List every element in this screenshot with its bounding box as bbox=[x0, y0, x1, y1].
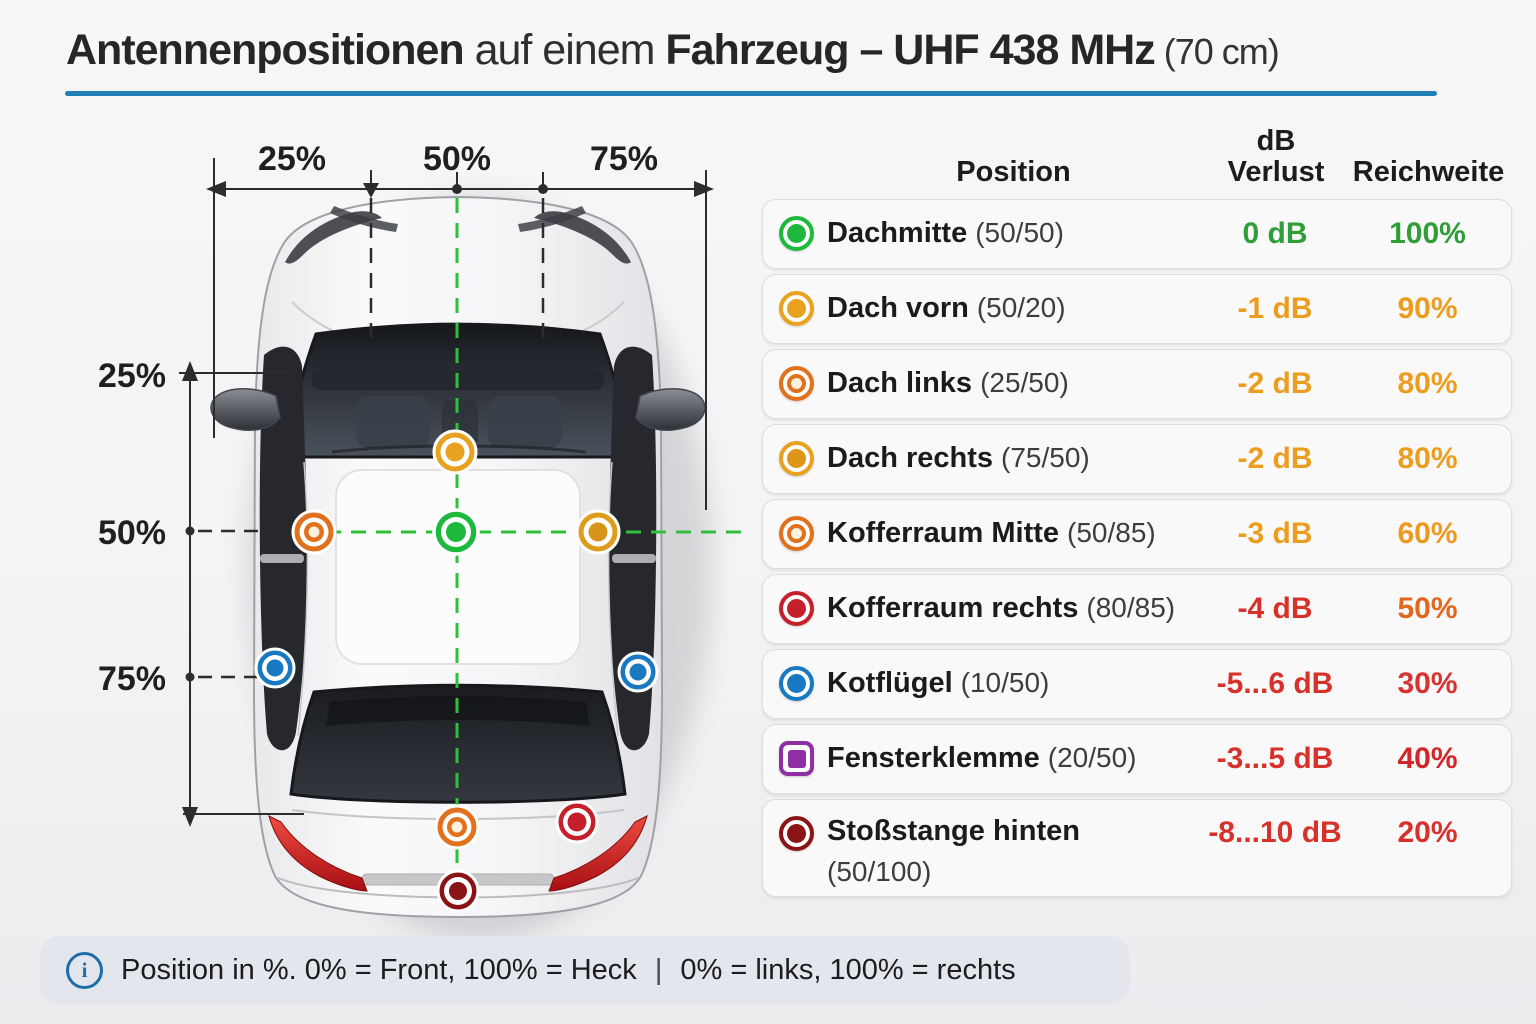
table-row-dach-rechts: Dach rechts (75/50) -2 dB 80% bbox=[762, 423, 1512, 494]
car-topview-svg: 25% 50% 75% 25% 50% 75% bbox=[98, 140, 746, 940]
headlight-left bbox=[285, 211, 382, 264]
position-table: Position dB Verlust Reichweite Dachmitte(… bbox=[762, 125, 1512, 902]
db-loss-value: -3 dB bbox=[1237, 516, 1313, 550]
range-value: 40% bbox=[1397, 741, 1458, 775]
info-icon: i bbox=[66, 951, 103, 989]
footnote-text: Position in %. 0% = Front, 100% = Heck | 0… bbox=[121, 954, 1016, 987]
position-name: Kofferraum rechts bbox=[827, 592, 1079, 625]
db-loss-value: 0 dB bbox=[1242, 216, 1308, 250]
car-marker-kofferraum-mitte bbox=[434, 804, 480, 850]
db-loss-value: -5...6 dB bbox=[1216, 666, 1334, 700]
table-row-dachmitte: Dachmitte (50/50) 0 dB 100% bbox=[762, 198, 1512, 269]
headlight-right bbox=[534, 211, 631, 264]
header-position: Position bbox=[956, 155, 1071, 188]
table-row-fensterklemme: Fensterklemme (20/50) -3...5 dB 40% bbox=[762, 723, 1512, 794]
table-row-dach-links: Dach links (25/50) -2 dB 80% bbox=[762, 348, 1512, 419]
top-axis-label-50: 50% bbox=[423, 140, 491, 178]
position-name: Dach links bbox=[827, 367, 973, 400]
range-value: 90% bbox=[1397, 291, 1458, 325]
position-name: Dach rechts bbox=[827, 442, 994, 475]
position-coords: (50/50) bbox=[975, 217, 1064, 249]
range-value: 80% bbox=[1397, 366, 1458, 400]
car-markers bbox=[254, 429, 659, 913]
header-reichweite: Reichweite bbox=[1352, 155, 1505, 188]
db-loss-value: -4 dB bbox=[1237, 591, 1313, 625]
range-value: 20% bbox=[1397, 815, 1458, 849]
car-marker-dachmitte bbox=[432, 508, 480, 556]
marker-icon-dach-vorn bbox=[779, 291, 814, 327]
db-loss-value: -1 dB bbox=[1237, 291, 1313, 325]
title-unit: (70 cm) bbox=[1154, 31, 1280, 72]
position-coords: (10/50) bbox=[960, 667, 1050, 699]
position-name: Kofferraum Mitte bbox=[827, 517, 1060, 550]
table-row-dach-vorn: Dach vorn (50/20) -1 dB 90% bbox=[762, 273, 1512, 344]
position-name: Kotflügel bbox=[827, 667, 953, 700]
top-axis-label-25: 25% bbox=[258, 140, 326, 178]
table-row-kotfluegel: Kotflügel (10/50) -5...6 dB 30% bbox=[762, 648, 1512, 719]
position-name: Stoßstange hinten bbox=[827, 814, 1080, 847]
range-value: 60% bbox=[1397, 516, 1458, 550]
left-axis-label-75: 75% bbox=[98, 660, 166, 698]
db-loss-value: -2 dB bbox=[1237, 366, 1313, 400]
header-db-verlust: dB Verlust bbox=[1227, 125, 1325, 189]
range-value: 50% bbox=[1397, 591, 1458, 625]
car-diagram: 25% 50% 75% 25% 50% 75% bbox=[0, 100, 770, 970]
position-coords: (50/85) bbox=[1067, 517, 1156, 549]
footnote-right: 0% = links, 100% = rechts bbox=[680, 953, 1016, 986]
position-coords: (50/20) bbox=[976, 292, 1066, 324]
db-loss-value: -3...5 dB bbox=[1216, 741, 1334, 775]
car-marker-dach-links bbox=[291, 509, 337, 555]
top-axis-label-75: 75% bbox=[590, 140, 658, 178]
db-loss-value: -8...10 dB bbox=[1208, 815, 1342, 849]
range-value: 30% bbox=[1397, 666, 1458, 700]
marker-icon-kofferraum-mitte bbox=[779, 516, 814, 552]
car-marker-dach-vorn bbox=[432, 429, 478, 475]
footnote-divider: | bbox=[654, 953, 663, 986]
position-coords: (25/50) bbox=[980, 367, 1069, 399]
table-row-kofferraum-rechts: Kofferraum rechts (80/85) -4 dB 50% bbox=[762, 573, 1512, 644]
dimension-lines bbox=[179, 158, 714, 827]
marker-icon-dach-rechts bbox=[779, 441, 814, 477]
marker-icon-stossstange bbox=[779, 815, 814, 851]
left-axis-label-25: 25% bbox=[98, 357, 166, 395]
car-marker-kotfluegel-links bbox=[254, 647, 296, 689]
car-marker-stossstange-hinten bbox=[436, 869, 480, 913]
mirror-left bbox=[210, 388, 281, 431]
range-value: 100% bbox=[1389, 216, 1466, 250]
taillight-right bbox=[548, 815, 648, 892]
position-coords: (80/85) bbox=[1086, 592, 1176, 624]
position-coords: (50/100) bbox=[827, 855, 932, 887]
table-header: Position dB Verlust Reichweite bbox=[762, 125, 1512, 199]
marker-icon-dach-links bbox=[779, 366, 814, 402]
position-name: Dach vorn bbox=[827, 292, 969, 325]
db-loss-value: -2 dB bbox=[1237, 441, 1313, 475]
position-coords: (75/50) bbox=[1001, 442, 1090, 474]
marker-icon-kotfluegel bbox=[779, 666, 814, 702]
marker-icon-kofferraum-rechts bbox=[779, 591, 814, 627]
page-title: Antennenpositionen auf einem Fahrzeug – … bbox=[66, 26, 1280, 75]
side-window-right bbox=[608, 346, 657, 751]
position-name: Fensterklemme bbox=[827, 742, 1040, 775]
title-underline bbox=[65, 91, 1437, 96]
car-marker-dach-rechts bbox=[575, 509, 621, 555]
title-strong: Fahrzeug – UHF 438 MHz bbox=[665, 26, 1155, 74]
marker-icon-fensterklemme bbox=[779, 741, 814, 777]
title-lead: Antennenpositionen bbox=[66, 26, 465, 74]
car-marker-kotfluegel-rechts bbox=[617, 651, 659, 693]
left-axis-label-50: 50% bbox=[98, 514, 166, 552]
footnote-bar: i Position in %. 0% = Front, 100% = Heck… bbox=[40, 936, 1130, 1004]
position-name: Dachmitte bbox=[827, 217, 968, 250]
marker-icon-dachmitte bbox=[779, 216, 814, 252]
range-value: 80% bbox=[1397, 441, 1458, 475]
title-mid: auf einem bbox=[463, 26, 666, 74]
position-coords: (20/50) bbox=[1047, 742, 1137, 774]
mirror-right bbox=[635, 388, 706, 431]
car-marker-kofferraum-rechts bbox=[555, 800, 599, 844]
table-row-stossstange-hinten: Stoßstange hinten (50/100) -8...10 dB 20% bbox=[762, 798, 1512, 897]
table-row-kofferraum-mitte: Kofferraum Mitte (50/85) -3 dB 60% bbox=[762, 498, 1512, 569]
taillight-left bbox=[268, 815, 368, 892]
footnote-left: Position in %. 0% = Front, 100% = Heck bbox=[121, 953, 637, 986]
